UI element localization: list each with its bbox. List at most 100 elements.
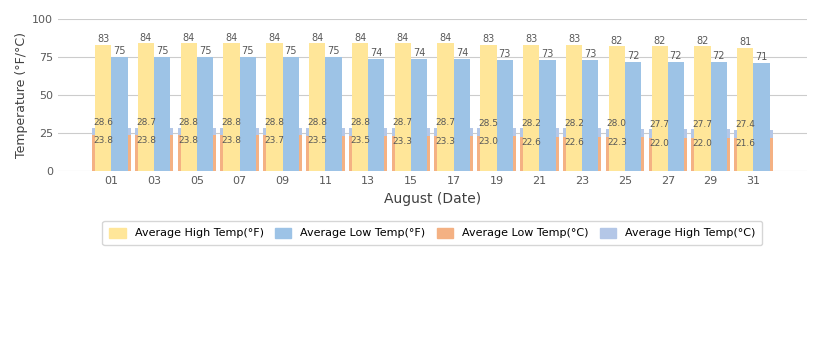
Bar bbox=[691, 138, 730, 172]
Bar bbox=[263, 127, 302, 172]
Bar bbox=[434, 136, 473, 172]
Bar bbox=[606, 129, 644, 172]
Bar bbox=[652, 46, 668, 172]
Text: 23.7: 23.7 bbox=[265, 136, 285, 145]
Bar bbox=[523, 45, 540, 172]
Text: 27.4: 27.4 bbox=[735, 120, 755, 129]
Bar bbox=[710, 62, 727, 172]
Text: 84: 84 bbox=[440, 33, 452, 43]
Text: 84: 84 bbox=[183, 33, 195, 43]
Text: 23.8: 23.8 bbox=[178, 136, 199, 145]
Bar bbox=[563, 129, 602, 172]
Bar bbox=[352, 43, 369, 172]
Text: 28.2: 28.2 bbox=[564, 119, 584, 128]
Text: 82: 82 bbox=[696, 36, 709, 46]
Bar bbox=[648, 138, 687, 172]
Bar bbox=[695, 46, 710, 172]
Text: 73: 73 bbox=[584, 49, 597, 59]
Text: 23.8: 23.8 bbox=[222, 136, 242, 145]
Bar bbox=[221, 127, 259, 172]
Bar bbox=[181, 43, 197, 172]
Bar bbox=[691, 129, 730, 172]
Text: 23.8: 23.8 bbox=[93, 136, 113, 145]
Bar bbox=[263, 135, 302, 172]
Text: 83: 83 bbox=[525, 34, 537, 44]
Text: 28.5: 28.5 bbox=[478, 118, 499, 127]
Bar bbox=[349, 127, 388, 172]
Text: 28.8: 28.8 bbox=[222, 118, 242, 127]
Text: 75: 75 bbox=[156, 46, 168, 56]
Bar bbox=[223, 43, 240, 172]
Text: 28.8: 28.8 bbox=[350, 118, 370, 127]
X-axis label: August (Date): August (Date) bbox=[383, 192, 481, 206]
Bar bbox=[481, 45, 496, 172]
Text: 23.8: 23.8 bbox=[136, 136, 156, 145]
Text: 28.8: 28.8 bbox=[307, 118, 327, 127]
Text: 74: 74 bbox=[370, 48, 383, 58]
Bar bbox=[266, 43, 282, 172]
Text: 28.8: 28.8 bbox=[178, 118, 199, 127]
Bar bbox=[434, 128, 473, 172]
Bar bbox=[221, 135, 259, 172]
Bar bbox=[582, 60, 598, 172]
Bar bbox=[668, 62, 684, 172]
Legend: Average High Temp(°F), Average Low Temp(°F), Average Low Temp(°C), Average High : Average High Temp(°F), Average Low Temp(… bbox=[102, 221, 762, 245]
Text: 23.5: 23.5 bbox=[307, 136, 327, 146]
Bar bbox=[306, 136, 344, 172]
Text: 75: 75 bbox=[285, 46, 297, 56]
Bar bbox=[454, 59, 470, 172]
Bar bbox=[566, 45, 582, 172]
Text: 73: 73 bbox=[541, 49, 554, 59]
Bar bbox=[395, 43, 411, 172]
Text: 84: 84 bbox=[397, 33, 409, 43]
Bar bbox=[134, 128, 173, 172]
Text: 22.6: 22.6 bbox=[564, 138, 584, 147]
Bar bbox=[178, 135, 216, 172]
Text: 84: 84 bbox=[311, 33, 324, 43]
Bar bbox=[325, 57, 342, 172]
Text: 23.3: 23.3 bbox=[393, 137, 413, 146]
Text: 28.7: 28.7 bbox=[136, 118, 156, 127]
Bar bbox=[606, 138, 644, 172]
Text: 74: 74 bbox=[413, 48, 425, 58]
Bar bbox=[178, 127, 216, 172]
Bar bbox=[625, 62, 642, 172]
Bar bbox=[520, 129, 559, 172]
Bar bbox=[392, 128, 430, 172]
Text: 84: 84 bbox=[226, 33, 237, 43]
Text: 22.3: 22.3 bbox=[607, 138, 627, 147]
Text: 28.2: 28.2 bbox=[521, 119, 541, 128]
Text: 28.7: 28.7 bbox=[393, 118, 413, 127]
Bar bbox=[154, 57, 170, 172]
Text: 23.3: 23.3 bbox=[436, 137, 456, 146]
Bar bbox=[734, 130, 773, 172]
Text: 73: 73 bbox=[499, 49, 511, 59]
Text: 82: 82 bbox=[611, 36, 623, 46]
Text: 23.0: 23.0 bbox=[478, 137, 499, 146]
Text: 72: 72 bbox=[627, 51, 639, 61]
Bar bbox=[349, 136, 388, 172]
Bar bbox=[306, 127, 344, 172]
Text: 21.6: 21.6 bbox=[735, 139, 755, 148]
Bar bbox=[540, 60, 555, 172]
Text: 84: 84 bbox=[354, 33, 366, 43]
Text: 23.5: 23.5 bbox=[350, 136, 370, 146]
Bar bbox=[520, 137, 559, 172]
Bar bbox=[282, 57, 299, 172]
Bar bbox=[309, 43, 325, 172]
Bar bbox=[648, 129, 687, 172]
Bar bbox=[92, 128, 130, 172]
Text: 27.7: 27.7 bbox=[650, 120, 670, 129]
Text: 22.6: 22.6 bbox=[521, 138, 541, 147]
Text: 27.7: 27.7 bbox=[692, 120, 712, 129]
Text: 22.0: 22.0 bbox=[692, 139, 712, 148]
Bar bbox=[608, 46, 625, 172]
Bar bbox=[563, 137, 602, 172]
Text: 75: 75 bbox=[199, 46, 212, 56]
Bar bbox=[437, 43, 454, 172]
Text: 84: 84 bbox=[140, 33, 152, 43]
Bar bbox=[240, 57, 256, 172]
Bar bbox=[111, 57, 128, 172]
Y-axis label: Temperature (°F/°C): Temperature (°F/°C) bbox=[15, 32, 28, 158]
Text: 75: 75 bbox=[242, 46, 254, 56]
